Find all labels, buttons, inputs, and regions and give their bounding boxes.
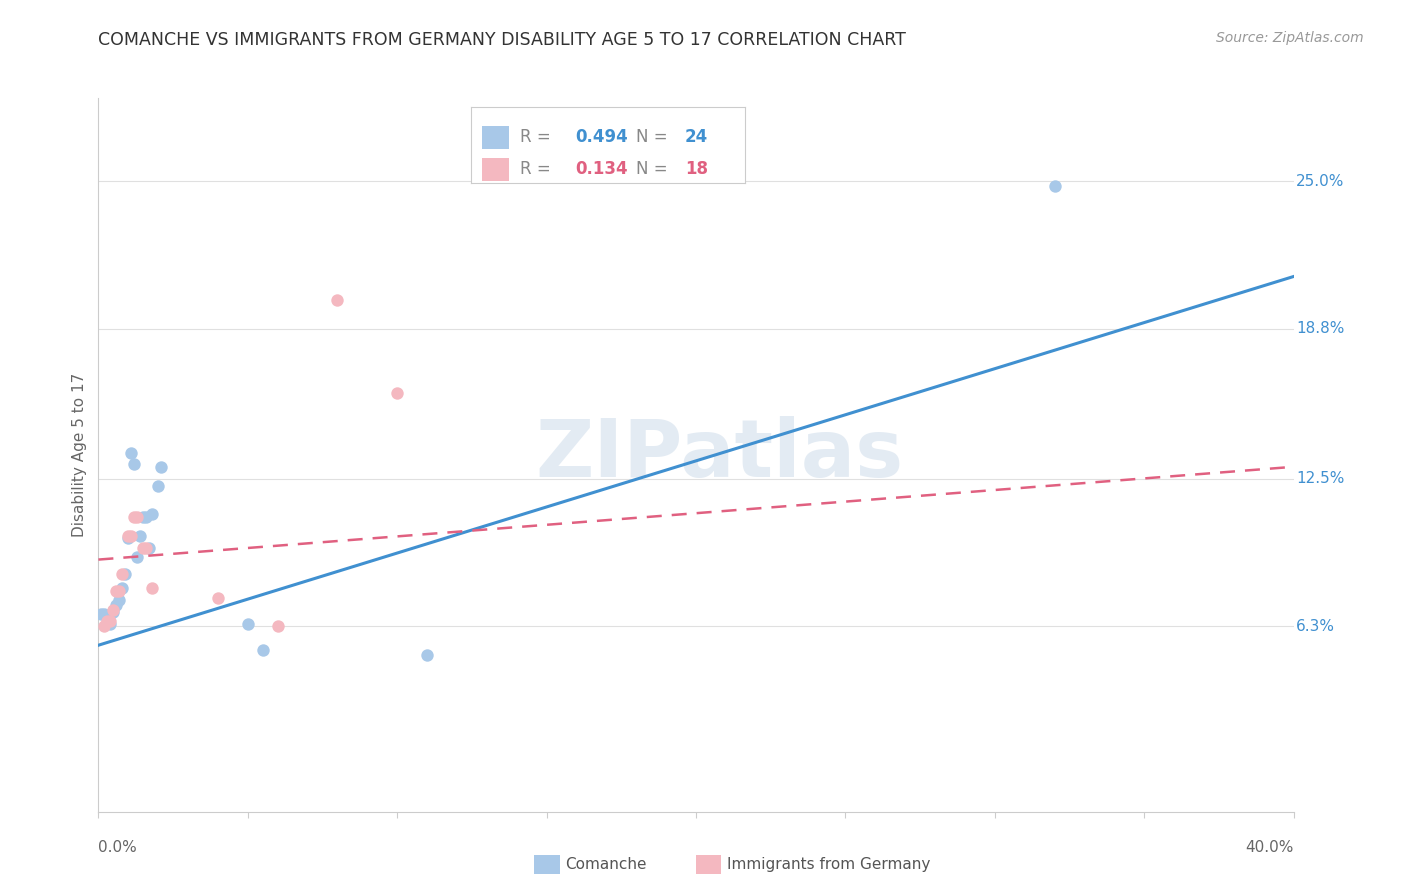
Bar (482, 126, 509, 149)
Text: 40.0%: 40.0% (1246, 840, 1294, 855)
Point (117, 529, 139, 543)
Point (111, 581, 134, 595)
Point (135, 509, 157, 524)
Point (326, 293, 349, 308)
Point (108, 583, 131, 598)
Point (267, 619, 290, 633)
Text: 12.5%: 12.5% (1296, 471, 1344, 486)
Point (236, 616, 259, 631)
Text: 25.0%: 25.0% (1296, 174, 1344, 189)
Point (138, 541, 160, 555)
Point (111, 566, 134, 581)
Text: N =: N = (636, 128, 672, 146)
Text: 6.3%: 6.3% (1296, 619, 1334, 633)
Point (117, 531, 139, 545)
Y-axis label: Disability Age 5 to 17: Disability Age 5 to 17 (72, 373, 87, 537)
Point (103, 605, 125, 619)
Point (120, 529, 142, 543)
Point (124, 509, 146, 524)
Point (93, 619, 115, 633)
Point (1043, 179, 1066, 194)
Point (96, 615, 118, 629)
Point (129, 529, 152, 543)
Point (90, 607, 112, 622)
Point (98, 615, 122, 629)
Point (141, 508, 163, 522)
Point (135, 541, 157, 555)
Point (98, 616, 122, 631)
Point (416, 648, 439, 662)
Text: R =: R = (520, 161, 557, 178)
Point (103, 602, 125, 616)
Point (124, 458, 146, 472)
Text: N =: N = (636, 161, 672, 178)
Text: 24: 24 (685, 128, 709, 146)
Point (127, 509, 149, 524)
Bar (482, 158, 509, 180)
Point (150, 459, 173, 474)
Point (141, 581, 163, 595)
Point (120, 445, 142, 459)
Point (105, 583, 128, 598)
Text: 0.0%: 0.0% (98, 840, 138, 855)
Point (96, 609, 118, 624)
Text: 18.8%: 18.8% (1296, 321, 1344, 336)
Point (108, 593, 131, 607)
Text: 18: 18 (685, 161, 707, 178)
Point (148, 479, 170, 493)
Text: Comanche: Comanche (565, 857, 647, 871)
Text: ZIPatlas: ZIPatlas (536, 416, 904, 494)
Point (252, 643, 274, 657)
Point (132, 509, 155, 524)
Point (127, 550, 149, 565)
Point (132, 541, 155, 555)
Text: 0.494: 0.494 (575, 128, 628, 146)
Point (385, 386, 409, 401)
Point (93, 607, 115, 622)
Point (114, 566, 136, 581)
Text: COMANCHE VS IMMIGRANTS FROM GERMANY DISABILITY AGE 5 TO 17 CORRELATION CHART: COMANCHE VS IMMIGRANTS FROM GERMANY DISA… (98, 31, 907, 49)
Text: Immigrants from Germany: Immigrants from Germany (727, 857, 931, 871)
Point (207, 591, 229, 605)
Text: Source: ZipAtlas.com: Source: ZipAtlas.com (1216, 31, 1364, 45)
Text: R =: R = (520, 128, 557, 146)
Point (105, 598, 128, 612)
Text: 0.134: 0.134 (575, 161, 628, 178)
